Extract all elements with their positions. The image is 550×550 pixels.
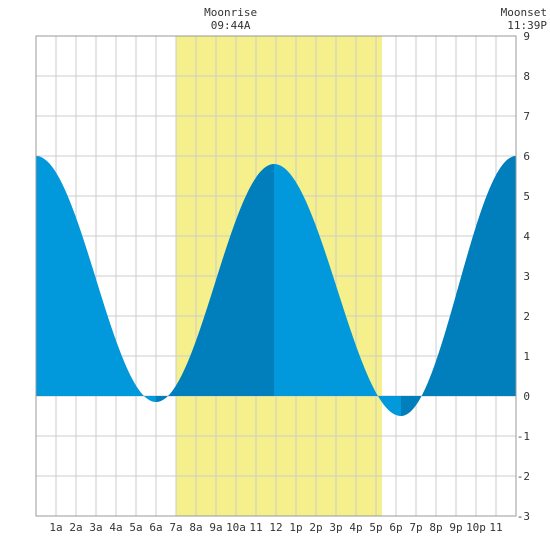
y-tick-label: 4 [523,230,530,243]
y-tick-label: 8 [523,70,530,83]
y-tick-label: 6 [523,150,530,163]
tide-area-falling [36,156,156,402]
x-tick-label: 9p [449,521,462,534]
moonset-label: Moonset [501,6,547,19]
x-tick-label: 2p [309,521,322,534]
x-tick-label: 5p [369,521,382,534]
y-tick-label: -1 [517,430,530,443]
moonset-time: 11:39P [507,19,547,32]
x-tick-label: 6p [389,521,402,534]
plot-border [35,35,517,517]
x-tick-label: 4p [349,521,362,534]
x-tick-label: 1p [289,521,302,534]
x-tick-label: 11 [489,521,502,534]
x-tick-label: 8a [189,521,202,534]
y-tick-label: 3 [523,270,530,283]
y-tick-label: 5 [523,190,530,203]
y-tick-label: -2 [517,470,530,483]
y-tick-label: -3 [517,510,530,523]
x-tick-label: 4a [109,521,122,534]
y-tick-label: 7 [523,110,530,123]
x-tick-label: 3a [89,521,102,534]
x-tick-label: 3p [329,521,342,534]
x-tick-label: 6a [149,521,162,534]
tide-area-falling [274,164,401,416]
y-tick-label: 2 [523,310,530,323]
x-tick-label: 8p [429,521,442,534]
y-tick-label: 0 [523,390,530,403]
x-tick-label: 9a [209,521,222,534]
x-tick-label: 7a [169,521,182,534]
x-tick-label: 7p [409,521,422,534]
tide-area-rising [401,156,516,416]
x-tick-label: 10a [226,521,246,534]
x-tick-label: 1a [49,521,62,534]
y-tick-label: 9 [523,30,530,43]
y-tick-label: 1 [523,350,530,363]
x-tick-label: 5a [129,521,142,534]
moonrise-label: Moonrise [204,6,257,19]
x-tick-label: 10p [466,521,486,534]
tide-area-rising [156,164,274,402]
x-tick-label: 12 [269,521,282,534]
moonrise-time: 09:44A [211,19,251,32]
x-tick-label: 11 [249,521,262,534]
x-tick-label: 2a [69,521,82,534]
